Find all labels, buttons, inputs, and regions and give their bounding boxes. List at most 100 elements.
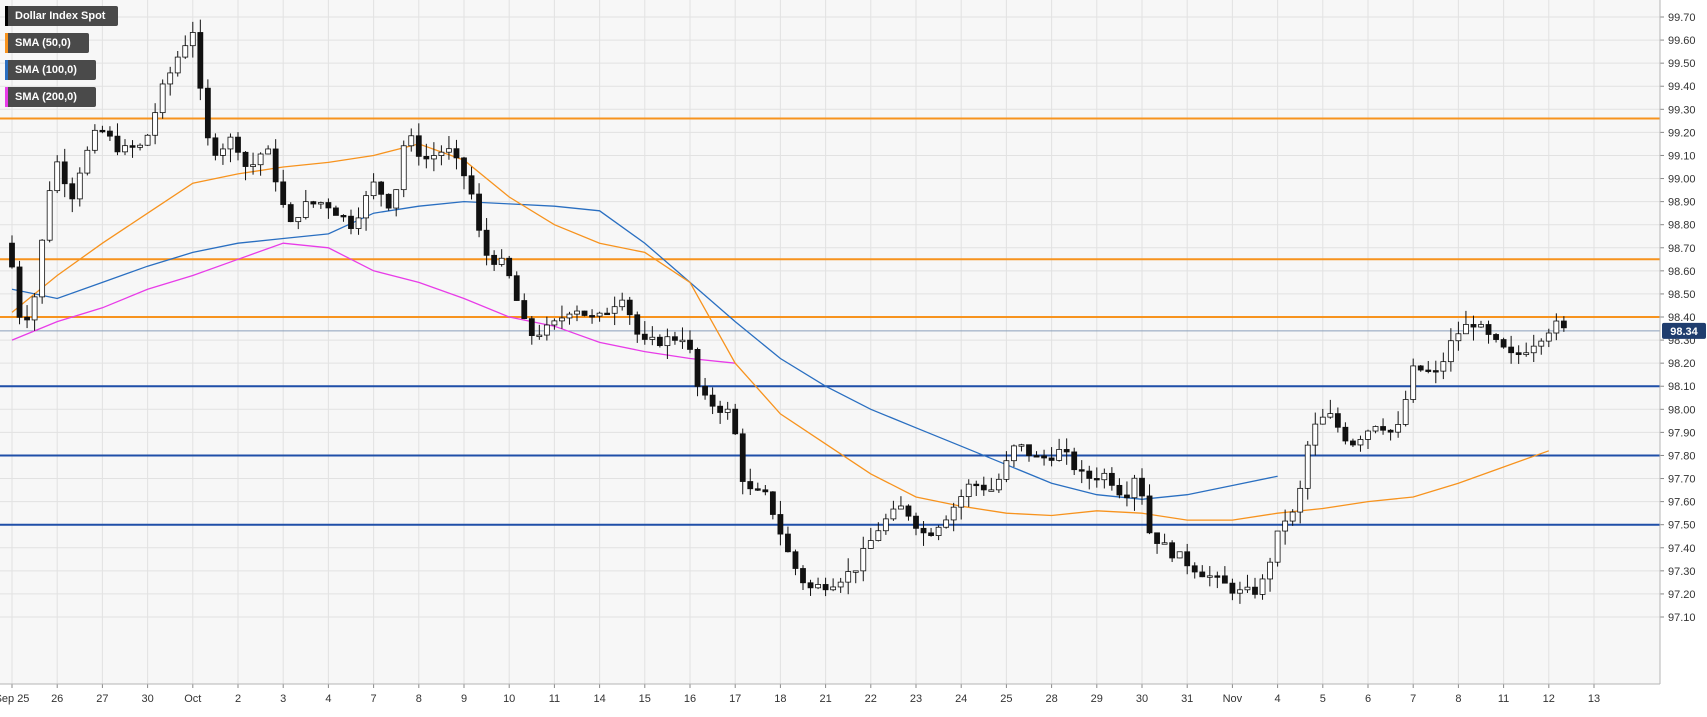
y-tick-label: 99.40 (1668, 81, 1696, 93)
candle-body (159, 83, 166, 114)
candle-body (182, 45, 189, 58)
candle-body (822, 584, 829, 591)
y-tick-label: 97.30 (1668, 566, 1696, 578)
candle-body (227, 136, 234, 150)
candle-body (212, 137, 219, 156)
candle-body (1463, 324, 1469, 335)
candle-body (1139, 477, 1145, 497)
candle-body (905, 505, 912, 517)
candle-body (973, 483, 980, 487)
candle-body (355, 217, 362, 229)
candle-body (1455, 333, 1462, 342)
candle-body (815, 584, 821, 589)
candle-body (559, 317, 565, 322)
candle-body (596, 312, 603, 317)
candle-body (619, 299, 626, 308)
candle-body (649, 336, 656, 340)
x-tick-label: 15 (639, 693, 651, 705)
candle-body (1071, 451, 1078, 471)
y-tick-label: 99.30 (1668, 104, 1696, 116)
candle-body (167, 72, 174, 85)
candle-body (152, 112, 159, 136)
legend-swatch (5, 60, 8, 80)
candle-body (1033, 455, 1040, 458)
x-tick-label: 18 (774, 693, 786, 705)
candle-body (1560, 320, 1567, 329)
y-tick-label: 97.90 (1668, 427, 1696, 439)
candle-body (1003, 460, 1010, 480)
candle-body (438, 151, 445, 156)
candle-body (220, 148, 226, 156)
legend-swatch (5, 6, 8, 26)
candle-body (69, 183, 76, 200)
candle-body (506, 257, 513, 277)
candle-body (1214, 575, 1221, 578)
x-tick-label: 5 (1320, 693, 1326, 705)
x-tick-label: 6 (1365, 693, 1371, 705)
y-tick-label: 98.10 (1668, 381, 1696, 393)
candle-body (1184, 551, 1191, 567)
candle-body (1380, 426, 1386, 431)
x-tick-label: 16 (684, 693, 696, 705)
y-tick-label: 97.50 (1668, 520, 1696, 532)
candle-body (702, 385, 708, 396)
candle-body (1108, 472, 1115, 486)
candle-body (1176, 551, 1183, 559)
x-tick-label: 23 (910, 693, 922, 705)
candle-body (348, 215, 354, 229)
candle-body (1432, 370, 1439, 373)
candle-body (943, 519, 950, 528)
x-tick-label: 4 (1275, 693, 1281, 705)
candle-body (694, 349, 701, 387)
x-tick-label: 31 (1181, 693, 1193, 705)
x-tick-label: 21 (819, 693, 831, 705)
candle-body (1470, 324, 1477, 328)
candle-body (393, 189, 400, 209)
candle-body (1161, 542, 1168, 545)
candle-body (1086, 470, 1093, 479)
candle-body (99, 129, 106, 133)
y-tick-label: 98.60 (1668, 266, 1696, 278)
x-tick-label: 30 (1136, 693, 1148, 705)
x-tick-label: 10 (503, 693, 515, 705)
x-tick-label: 2 (235, 693, 241, 705)
legend-label: SMA (50,0) (15, 37, 71, 49)
candle-body (920, 527, 927, 534)
candle-body (1191, 565, 1198, 573)
candle-body (762, 489, 769, 493)
candle-body (724, 408, 731, 413)
y-tick-label: 99.60 (1668, 35, 1696, 47)
candle-body (965, 483, 972, 498)
candle-body (1417, 365, 1424, 371)
candle-body (1101, 472, 1108, 481)
candle-body (1319, 416, 1326, 425)
candle-body (611, 306, 618, 314)
candle-body (687, 339, 693, 350)
candle-body (747, 481, 754, 490)
last-price-label: 98.34 (1670, 326, 1698, 338)
y-tick-label: 98.40 (1668, 312, 1696, 324)
candle-body (370, 181, 377, 197)
candle-body (1026, 444, 1032, 456)
candle-body (1440, 361, 1447, 372)
y-tick-label: 99.10 (1668, 150, 1696, 162)
candle-body (1124, 494, 1130, 499)
y-tick-label: 97.80 (1668, 450, 1696, 462)
candle-body (91, 129, 98, 151)
candle-body (882, 518, 889, 532)
legend-label: Dollar Index Spot (15, 10, 106, 22)
candle-body (257, 153, 264, 166)
candle-body (1327, 413, 1334, 418)
x-tick-label: 9 (461, 693, 467, 705)
candle-body (1372, 426, 1379, 432)
x-tick-label: 22 (865, 693, 877, 705)
candle-body (1410, 365, 1417, 400)
candle-body (935, 526, 942, 536)
y-tick-label: 98.50 (1668, 289, 1696, 301)
candle-body (1500, 339, 1507, 348)
candle-body (189, 32, 196, 47)
candle-body (1221, 575, 1228, 584)
y-tick-label: 97.60 (1668, 497, 1696, 509)
candle-body (1530, 345, 1537, 354)
candle-body (378, 181, 385, 195)
